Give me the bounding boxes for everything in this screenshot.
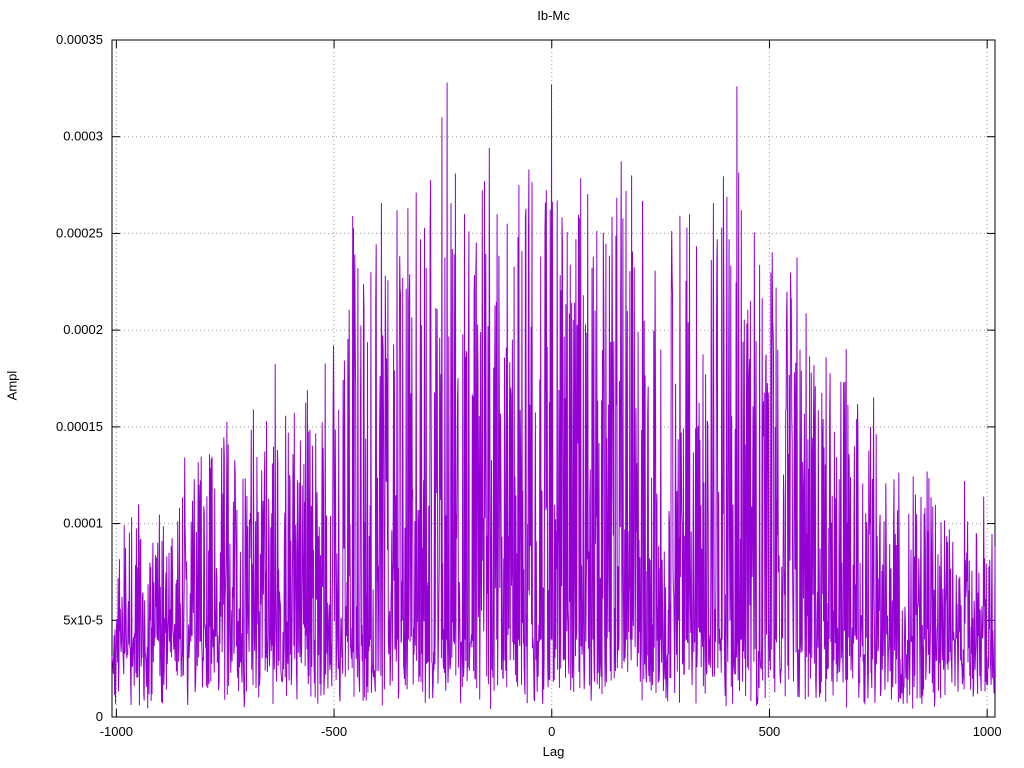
y-tick-label: 0 [96, 709, 103, 724]
x-tick-label: 0 [548, 724, 555, 739]
x-tick-label: -1000 [100, 724, 133, 739]
y-tick-label: 0.00025 [56, 225, 103, 240]
y-tick-label: 0.0001 [63, 516, 103, 531]
y-tick-label: 0.0003 [63, 129, 103, 144]
y-tick-label: 5x10-5 [63, 612, 103, 627]
chart-title: Ib-Mc [537, 8, 570, 23]
x-tick-label: 1000 [973, 724, 1002, 739]
plot-border [111, 39, 996, 718]
y-tick-label: 0.00015 [56, 419, 103, 434]
y-tick-label: 0.00035 [56, 32, 103, 47]
x-tick-label: 500 [759, 724, 781, 739]
x-axis-label: Lag [542, 744, 565, 759]
series-line [111, 82, 996, 710]
x-tick-label: -500 [321, 724, 347, 739]
y-tick-label: 0.0002 [63, 322, 103, 337]
